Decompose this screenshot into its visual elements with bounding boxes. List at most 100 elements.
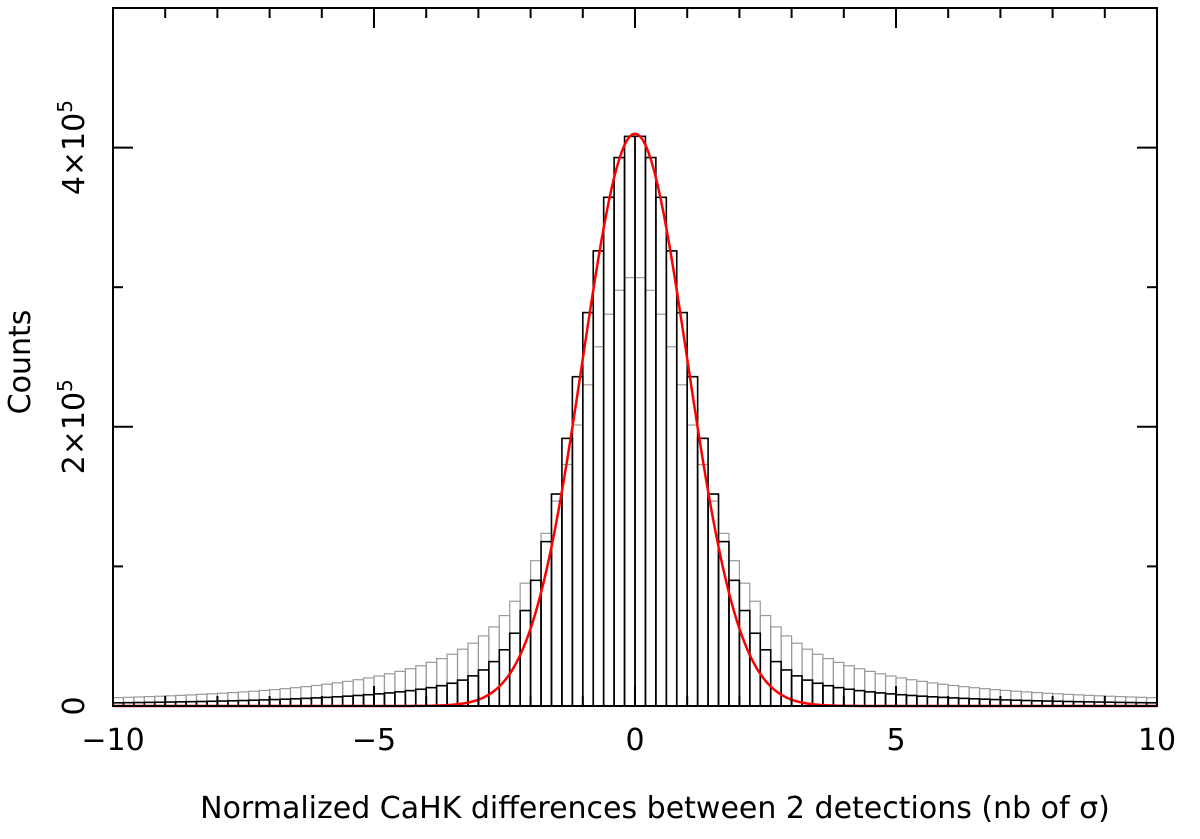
gray-histogram-bar — [1125, 696, 1137, 707]
black-histogram-bar — [446, 682, 459, 707]
gray-histogram-bar — [321, 683, 333, 707]
black-histogram-bar — [519, 609, 532, 707]
black-histogram-bar — [571, 375, 584, 707]
gray-histogram-bar — [1083, 694, 1095, 707]
gray-histogram-bar — [216, 692, 229, 707]
gray-histogram-bar — [582, 384, 594, 707]
black-histogram-bar — [738, 609, 751, 707]
black-histogram-bar — [884, 693, 897, 707]
gray-histogram-bar — [331, 682, 344, 707]
black-histogram-bar — [320, 696, 334, 707]
gray-histogram-bar — [1020, 691, 1033, 707]
black-histogram-bar — [362, 693, 375, 707]
black-histogram-bar — [895, 693, 908, 707]
gray-histogram-bar — [529, 560, 542, 707]
gray-histogram-bar — [300, 686, 312, 707]
black-histogram-bar — [853, 689, 866, 707]
black-histogram-bar — [477, 669, 490, 707]
x-tick-labels: −10 −5 0 5 10 — [81, 723, 1176, 758]
gray-histogram-bar — [509, 600, 521, 707]
gray-histogram-bar — [843, 665, 855, 707]
black-histogram-bar — [373, 693, 386, 707]
gray-histogram-bar — [989, 688, 1002, 707]
gray-histogram-bar — [436, 658, 448, 707]
black-histogram-bar — [822, 684, 835, 707]
gray-histogram-bar — [1072, 694, 1085, 707]
black-histogram-bar — [435, 684, 448, 707]
black-histogram-bar — [602, 196, 615, 707]
black-histogram-bar — [842, 688, 856, 707]
black-histogram-bar — [811, 682, 824, 707]
gray-histogram-bar — [801, 648, 814, 707]
gray-histogram-bar — [592, 346, 605, 707]
gray-histogram-bar — [926, 682, 939, 707]
gray-histogram-bar — [634, 277, 647, 707]
black-histogram-bar — [341, 695, 354, 707]
gray-histogram-bar — [498, 614, 511, 707]
black-histogram-bar — [863, 691, 876, 707]
y-tick-labels: 0 2×105 4×105 — [53, 100, 92, 716]
x-axis-title: Normalized CaHK differences between 2 de… — [200, 791, 1110, 826]
gray-histogram-bar — [686, 424, 699, 707]
gray-histogram-bar — [1104, 695, 1116, 707]
gray-histogram-bar — [373, 675, 386, 707]
gray-histogram-bar — [394, 670, 406, 707]
black-histogram-bar — [394, 691, 407, 707]
y-tick-label: 2×105 — [53, 379, 92, 474]
axis-ticks — [112, 7, 1158, 707]
gray-histogram-bar — [456, 648, 469, 707]
black-histogram-bar — [644, 156, 657, 707]
gray-histogram-bar — [164, 695, 177, 707]
gray-histogram-bar — [832, 661, 845, 707]
black-histogram-bar — [488, 660, 501, 707]
black-histogram-bar — [926, 695, 939, 707]
gray-histogram-bar — [655, 313, 667, 707]
gray-histogram-bar — [185, 694, 198, 707]
black-histogram-bar — [331, 695, 344, 707]
gray-histogram-bar — [1093, 695, 1106, 707]
x-tick-label: 5 — [886, 723, 905, 758]
gray-histogram-bar — [467, 642, 479, 707]
gray-histogram-bar — [874, 673, 887, 707]
black-histogram-bar — [613, 156, 626, 707]
gray-histogram-bar — [811, 653, 824, 707]
black-histogram-bar — [634, 135, 647, 707]
black-histogram-bar — [686, 375, 699, 707]
gray-histogram-bar — [383, 673, 396, 707]
gray-histogram-bar — [571, 424, 584, 707]
gray-histogram-bar — [707, 500, 720, 707]
gray-histogram-bar — [853, 668, 866, 707]
gray-histogram-bar — [749, 600, 761, 707]
gray-histogram-bar — [1051, 693, 1064, 707]
black-histogram-bar — [936, 696, 950, 707]
black-histogram-bar — [916, 695, 929, 707]
gray-histogram-bar — [603, 313, 615, 707]
black-histogram-bar — [592, 250, 605, 707]
gray-histogram-bar — [895, 677, 908, 707]
gray-histogram-bar — [1114, 696, 1127, 707]
gray-histogram-bar — [195, 693, 208, 707]
black-histogram-bar — [425, 686, 438, 707]
black-histogram-bar — [665, 250, 678, 707]
black-histogram-bar — [675, 311, 689, 707]
y-tick-label: 4×105 — [53, 100, 92, 195]
gray-histogram-bar — [958, 686, 970, 707]
gray-histogram-bar — [916, 680, 928, 707]
gray-histogram-bar — [446, 653, 459, 707]
gray-histogram-bar — [665, 346, 678, 707]
gray-histogram-bar — [1031, 691, 1043, 707]
x-tick-label: −5 — [352, 723, 396, 758]
gray-histogram-bar — [279, 688, 292, 707]
gray-histogram-bar — [947, 684, 960, 707]
gray-histogram-bar — [905, 679, 918, 707]
gray-histogram-bar — [728, 560, 741, 707]
gray-histogram-bar — [676, 384, 688, 707]
gray-histogram-bar — [175, 694, 187, 707]
gray-histogram-bar — [143, 696, 156, 707]
gray-histogram-bar — [613, 289, 626, 707]
gray-histogram-bar — [362, 677, 375, 707]
gray-histogram-bar — [1135, 696, 1148, 707]
black-histogram-bar — [404, 689, 417, 707]
gray-histogram-bar — [790, 642, 803, 707]
y-tick-label: 0 — [57, 696, 92, 715]
